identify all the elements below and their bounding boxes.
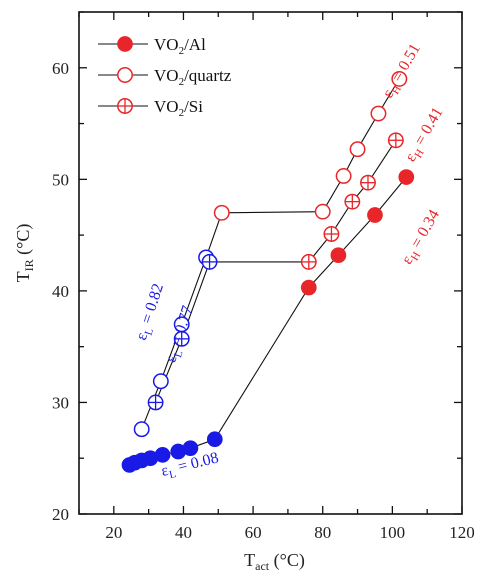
series-3-point-1 — [147, 394, 164, 411]
legend-item-1: VO2/Al — [98, 35, 206, 57]
series-2-point-10 — [391, 70, 408, 87]
series-3-point-4 — [300, 253, 317, 270]
plot-frame — [78, 11, 463, 515]
series-2-point-9 — [370, 105, 387, 122]
marker-body — [300, 279, 317, 296]
x-tick-label: 120 — [449, 523, 475, 542]
series-line-2 — [141, 78, 400, 430]
annotation-eps-l-082: εL = 0.82 — [133, 281, 170, 343]
data-markers — [121, 70, 415, 473]
series-1-point-11 — [367, 207, 383, 223]
legend-label: VO2/Al — [154, 35, 206, 57]
series-3-point-6 — [344, 193, 361, 210]
series-2-point-1 — [133, 421, 150, 438]
series-lines — [129, 78, 407, 466]
series-1-point-5 — [154, 447, 171, 463]
legend-marker — [117, 36, 133, 52]
series-1-point-12 — [398, 169, 415, 185]
y-tick-label: 60 — [52, 59, 69, 78]
marker-body — [182, 440, 199, 457]
series-2-point-6 — [314, 203, 331, 220]
legend-marker — [117, 67, 133, 83]
marker-body — [117, 36, 133, 52]
annotation-eps-h-034: εH = 0.34 — [399, 207, 446, 269]
marker-body — [213, 204, 230, 221]
marker-body — [349, 141, 366, 158]
series-3-point-7 — [360, 174, 376, 191]
series-3-point-8 — [387, 132, 404, 149]
y-axis-title: TIR (°C) — [13, 224, 36, 283]
marker-body — [391, 70, 408, 87]
y-tick-label: 50 — [52, 170, 69, 189]
x-tick-label: 60 — [245, 523, 262, 542]
marker-body — [367, 207, 383, 223]
legend-item-2: VO2/quartz — [98, 66, 232, 88]
series-2-point-5 — [213, 204, 230, 221]
x-tick-label: 100 — [380, 523, 406, 542]
marker-body — [398, 169, 415, 185]
series-2-point-2 — [152, 373, 169, 390]
series-2-point-7 — [335, 168, 352, 184]
marker-body — [314, 203, 331, 220]
y-tick-label: 40 — [52, 282, 69, 301]
annotation-eps-h-051: εH = 0.51 — [379, 41, 426, 103]
series-3-point-5 — [323, 226, 340, 242]
x-axis-title: Tact (°C) — [244, 550, 305, 573]
marker-body — [206, 431, 223, 448]
axes: 20 40 60 80 100 120 20 30 40 50 60 Tact (°C) TIR (°C… — [13, 11, 475, 573]
series-line-3 — [155, 139, 397, 403]
legend-label: VO2/Si — [154, 97, 203, 119]
x-tick-label: 20 — [105, 523, 122, 542]
legend-marker — [117, 98, 133, 114]
series-line-1 — [129, 176, 407, 466]
marker-body — [330, 247, 347, 264]
marker-body — [370, 105, 387, 122]
series-3-point-3 — [201, 253, 218, 270]
annotation-eps-l-077: εL = 0.77 — [162, 304, 199, 366]
annotation-eps-h-041: εH = 0.41 — [402, 104, 449, 166]
legend-label: VO2/quartz — [154, 66, 232, 88]
series-1-point-9 — [300, 279, 317, 296]
legend-item-3: VO2/Si — [98, 97, 203, 119]
marker-body — [335, 168, 352, 184]
series-1-point-10 — [330, 247, 347, 264]
series-2-point-8 — [349, 141, 366, 158]
marker-body — [154, 447, 171, 463]
series-3-point-2 — [173, 330, 190, 347]
y-tick-label: 20 — [52, 505, 69, 524]
x-tick-label: 40 — [175, 523, 192, 542]
series-1-point-7 — [182, 440, 199, 457]
series-1-point-8 — [206, 431, 223, 448]
marker-body — [152, 373, 169, 390]
x-tick-label: 80 — [314, 523, 331, 542]
marker-body — [133, 421, 150, 438]
y-tick-label: 30 — [52, 393, 69, 412]
legend: VO2/Al VO2/quartz VO2/Si — [98, 35, 232, 119]
marker-body — [117, 67, 133, 83]
